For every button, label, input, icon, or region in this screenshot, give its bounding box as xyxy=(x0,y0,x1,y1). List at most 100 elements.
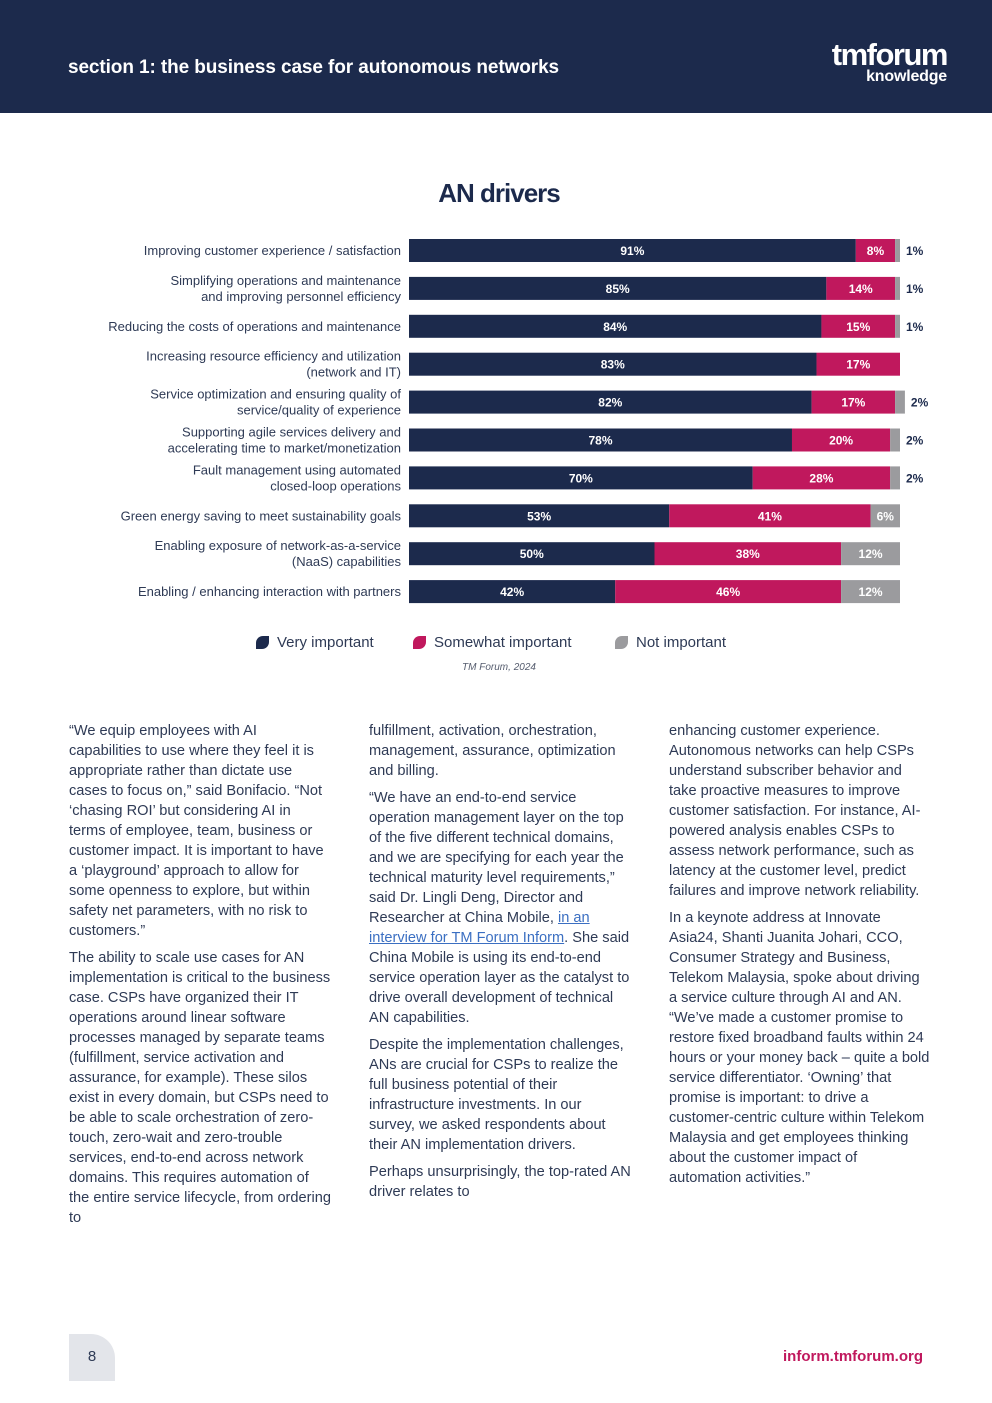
footer-url-link[interactable]: inform.tmforum.org xyxy=(783,1348,923,1365)
bar-segment xyxy=(791,428,891,452)
category-label: Reducing the costs of operations and mai… xyxy=(108,319,401,334)
data-label: 84% xyxy=(603,320,627,334)
bar-segment xyxy=(409,276,827,300)
an-drivers-chart: Improving customer experience / satisfac… xyxy=(108,239,929,604)
data-label: 1% xyxy=(906,320,924,334)
data-label: 82% xyxy=(598,396,622,410)
data-label: 17% xyxy=(846,358,870,372)
category-label-line: (network and IT) xyxy=(306,365,401,380)
interview-link[interactable]: in an interview for TM Forum Inform xyxy=(369,910,590,946)
category-label-line: Reducing the costs of operations and mai… xyxy=(108,319,401,334)
category-label: Enabling exposure of network-as-a-servic… xyxy=(155,538,402,569)
category-label-line: Enabling exposure of network-as-a-servic… xyxy=(155,538,401,553)
data-label: 91% xyxy=(620,244,644,258)
bar-segment xyxy=(890,428,900,452)
bar-segment xyxy=(409,466,753,490)
paragraph: Despite the implementation challenges, A… xyxy=(369,1037,624,1153)
bar-segment xyxy=(654,542,842,566)
data-label: 50% xyxy=(520,547,544,561)
category-label-line: service/quality of experience xyxy=(237,403,401,418)
paragraph: enhancing customer experience. Autonomou… xyxy=(669,723,921,899)
category-label: Simplifying operations and maintenance an… xyxy=(170,273,401,304)
bar-segment xyxy=(895,390,905,414)
data-label: 85% xyxy=(606,282,630,296)
data-label: 41% xyxy=(758,509,782,523)
legend-label: Very important xyxy=(277,634,374,651)
section-title: section 1: the business case for autonom… xyxy=(68,57,560,78)
bar-segment xyxy=(409,352,817,376)
bar-segment xyxy=(409,390,812,414)
bar-segment xyxy=(409,239,856,262)
data-label: 20% xyxy=(829,434,853,448)
bar-segment xyxy=(615,580,842,604)
logo-wordmark: tmforum xyxy=(831,37,949,72)
legend-swatch-grey xyxy=(615,636,628,649)
data-label: 2% xyxy=(906,434,924,448)
category-label-line: Simplifying operations and maintenance xyxy=(170,273,401,288)
category-label: Green energy saving to meet sustainabili… xyxy=(121,508,402,523)
data-label: 1% xyxy=(906,282,924,296)
category-label: Service optimization and ensuring qualit… xyxy=(150,387,401,418)
page-number: 8 xyxy=(87,1348,97,1365)
bar-segment xyxy=(895,314,900,338)
category-label: Supporting agile services delivery and ac… xyxy=(168,425,401,456)
bar-segment xyxy=(409,504,670,528)
paragraph-text: “We have an end-to-end service operation… xyxy=(369,790,624,926)
bar-segment xyxy=(811,390,896,414)
page-number-tab: 8 xyxy=(69,1334,115,1381)
legend-swatch-navy xyxy=(256,636,269,649)
data-label: 12% xyxy=(859,585,883,599)
bar-segment xyxy=(890,466,900,490)
data-label: 14% xyxy=(849,282,873,296)
data-label: 28% xyxy=(809,471,833,485)
paragraph: “We have an end-to-end service operation… xyxy=(369,788,631,1028)
data-label: 46% xyxy=(716,585,740,599)
chart-title: AN drivers xyxy=(438,178,561,208)
category-label: Increasing resource efficiency and utili… xyxy=(146,349,401,380)
category-label-line: Improving customer experience / satisfac… xyxy=(144,243,401,258)
data-label: 12% xyxy=(859,547,883,561)
data-label: 70% xyxy=(569,471,593,485)
bar-segment xyxy=(816,352,900,376)
bar-segment xyxy=(826,276,896,300)
category-label-line: Enabling / enhancing interaction with pa… xyxy=(138,584,402,599)
data-label: 53% xyxy=(527,509,551,523)
page-header: section 1: the business case for autonom… xyxy=(0,0,992,113)
tmforum-logo: tmforum knowledge xyxy=(831,37,949,86)
data-label: 17% xyxy=(841,396,865,410)
paragraph: The ability to scale use cases for AN im… xyxy=(69,950,331,1226)
paragraph: “We equip employees with AI capabilities… xyxy=(69,723,324,939)
category-label-line: (NaaS) capabilities xyxy=(292,554,402,569)
bar-segment xyxy=(870,504,900,528)
paragraph: In a keynote address at Innovate Asia24,… xyxy=(669,910,930,1186)
category-label: Enabling / enhancing interaction with pa… xyxy=(138,584,402,599)
bar-segment xyxy=(409,428,792,452)
category-label: Fault management using automated closed-l… xyxy=(193,462,402,493)
category-label-line: Increasing resource efficiency and utili… xyxy=(146,349,401,364)
chart-source: TM Forum, 2024 xyxy=(462,662,536,673)
text-column-1: “We equip employees with AI capabilities… xyxy=(69,721,331,1235)
data-label: 2% xyxy=(906,471,924,485)
bar-segment xyxy=(409,580,616,604)
paragraph-text: . She said China Mobile is using its end… xyxy=(369,930,630,1026)
data-label: 2% xyxy=(911,396,929,410)
bar-segment xyxy=(895,239,900,262)
text-column-3: enhancing customer experience. Autonomou… xyxy=(669,721,931,1195)
data-label: 42% xyxy=(500,585,524,599)
chart-legend: Very important Somewhat important Not im… xyxy=(0,633,992,653)
legend-label: Somewhat important xyxy=(434,634,572,651)
data-label: 83% xyxy=(601,358,625,372)
category-label-line: closed-loop operations xyxy=(270,478,401,493)
text-column-2: fulfillment, activation, orchestration, … xyxy=(369,721,631,1209)
bar-segment xyxy=(855,239,896,262)
data-label: 38% xyxy=(736,547,760,561)
paragraph: fulfillment, activation, orchestration, … xyxy=(369,723,616,779)
bar-segment xyxy=(841,580,900,604)
data-label: 8% xyxy=(867,244,885,258)
data-label: 15% xyxy=(846,320,870,334)
data-label: 6% xyxy=(877,509,895,523)
bar-segment xyxy=(409,542,655,566)
bar-segment xyxy=(409,314,822,338)
bar-segment xyxy=(752,466,891,490)
category-label-line: and improving personnel efficiency xyxy=(201,289,401,304)
